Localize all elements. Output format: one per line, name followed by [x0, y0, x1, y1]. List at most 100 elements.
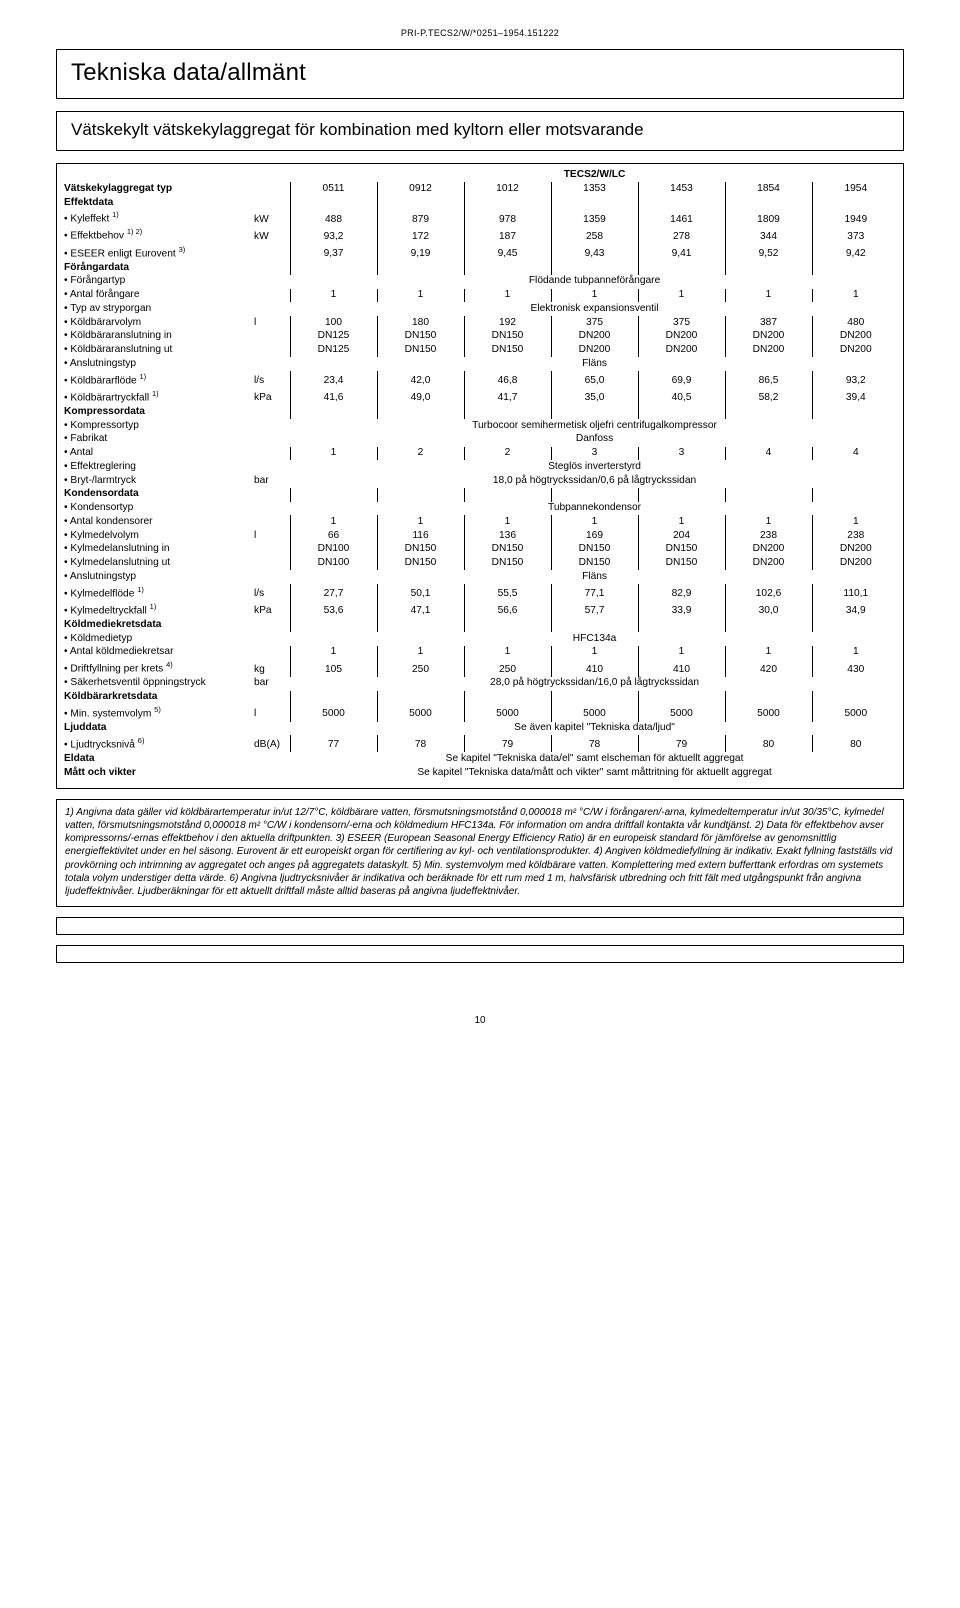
row-value: 136 [464, 529, 551, 543]
row-label: • Anslutningstyp [62, 570, 252, 584]
row-value: 1 [551, 646, 638, 660]
row-value: 5000 [551, 704, 638, 721]
row-value: 102,6 [725, 584, 812, 601]
row-label: • Köldbärarflöde 1) [62, 371, 252, 388]
row-label: • Bryt-/larmtryck [62, 474, 252, 488]
section-note: Se kapitel "Tekniska data/mått och vikte… [290, 766, 899, 780]
row-value: 78 [551, 735, 638, 752]
title-box: Tekniska data/allmänt [56, 49, 904, 99]
row-value: DN200 [725, 543, 812, 557]
empty-box-1 [56, 917, 904, 935]
row-value: 5000 [638, 704, 725, 721]
row-value: 238 [725, 529, 812, 543]
row-value: 30,0 [725, 601, 812, 618]
row-value: 1 [377, 646, 464, 660]
row-value: 238 [812, 529, 899, 543]
row-value: 375 [551, 316, 638, 330]
row-value: DN200 [812, 330, 899, 344]
row-value: 1 [290, 646, 377, 660]
row-label: • Förångartyp [62, 275, 252, 289]
section-heading: Förångardata [62, 261, 252, 275]
row-span-value: Turbocoor semihermetisk oljefri centrifu… [290, 419, 899, 433]
row-value: 77,1 [551, 584, 638, 601]
row-value: DN200 [638, 330, 725, 344]
row-label: • Typ av stryporgan [62, 302, 252, 316]
row-value: 77 [290, 735, 377, 752]
row-value: 978 [464, 210, 551, 227]
row-value: DN200 [812, 543, 899, 557]
row-value: 1 [812, 515, 899, 529]
type-label: Vätskekylaggregat typ [62, 182, 252, 196]
row-value: DN150 [377, 543, 464, 557]
row-label: • Köldbärarvolym [62, 316, 252, 330]
row-value: 5000 [377, 704, 464, 721]
row-label: • Ljudtrycksnivå 6) [62, 735, 252, 752]
row-value: DN150 [377, 330, 464, 344]
row-value: DN150 [464, 543, 551, 557]
row-value: DN150 [464, 330, 551, 344]
section-note: Se även kapitel "Tekniska data/ljud" [290, 722, 899, 736]
row-label: • Effektbehov 1) 2) [62, 227, 252, 244]
section-heading: Ljuddata [62, 722, 252, 736]
row-value: DN150 [551, 557, 638, 571]
section-heading: Köldbärarkretsdata [62, 691, 252, 705]
row-label: • Min. systemvolym 5) [62, 704, 252, 721]
row-value: 1 [725, 289, 812, 303]
row-value: 23,4 [290, 371, 377, 388]
row-label: • Antal köldmediekretsar [62, 646, 252, 660]
row-value: 2 [464, 447, 551, 461]
row-value: 27,7 [290, 584, 377, 601]
row-span-value: HFC134a [290, 632, 899, 646]
row-value: 40,5 [638, 388, 725, 405]
row-value: 3 [638, 447, 725, 461]
row-span-value: Danfoss [290, 433, 899, 447]
row-value: 430 [812, 660, 899, 677]
row-value: 80 [725, 735, 812, 752]
row-value: 9,45 [464, 244, 551, 261]
row-value: DN150 [638, 557, 725, 571]
row-value: 9,52 [725, 244, 812, 261]
row-value: 58,2 [725, 388, 812, 405]
row-value: 250 [464, 660, 551, 677]
row-label: • Antal förångare [62, 289, 252, 303]
row-value: 53,6 [290, 601, 377, 618]
spec-table: TECS2/W/LCVätskekylaggregat typ051109121… [62, 169, 899, 780]
row-value: 169 [551, 529, 638, 543]
row-value: 1 [551, 515, 638, 529]
row-value: 41,7 [464, 388, 551, 405]
row-value: 9,19 [377, 244, 464, 261]
row-value: DN200 [725, 330, 812, 344]
section-heading: Eldata [62, 752, 252, 766]
row-value: 93,2 [812, 371, 899, 388]
section-note: Se kapitel "Tekniska data/el" samt elsch… [290, 752, 899, 766]
row-span-value: 18,0 på högtryckssidan/0,6 på lågtryckss… [290, 474, 899, 488]
row-value: 80 [812, 735, 899, 752]
row-value: DN200 [551, 330, 638, 344]
row-value: 420 [725, 660, 812, 677]
row-value: 55,5 [464, 584, 551, 601]
row-value: 204 [638, 529, 725, 543]
row-value: 344 [725, 227, 812, 244]
row-label: • Kompressortyp [62, 419, 252, 433]
section-heading: Mått och vikter [62, 766, 252, 780]
row-value: 1 [464, 646, 551, 660]
row-value: 86,5 [725, 371, 812, 388]
row-value: 1 [638, 289, 725, 303]
row-value: 9,43 [551, 244, 638, 261]
row-value: DN150 [464, 344, 551, 358]
row-value: 4 [812, 447, 899, 461]
row-value: 278 [638, 227, 725, 244]
series-title: TECS2/W/LC [290, 169, 899, 183]
row-value: DN200 [812, 557, 899, 571]
row-value: DN150 [638, 543, 725, 557]
row-value: 110,1 [812, 584, 899, 601]
row-value: 258 [551, 227, 638, 244]
row-label: • Kylmedelanslutning ut [62, 557, 252, 571]
row-label: • Köldbäraranslutning in [62, 330, 252, 344]
row-value: 5000 [812, 704, 899, 721]
row-value: 34,9 [812, 601, 899, 618]
row-value: 192 [464, 316, 551, 330]
empty-box-2 [56, 945, 904, 963]
row-value: 9,37 [290, 244, 377, 261]
row-value: DN150 [377, 557, 464, 571]
